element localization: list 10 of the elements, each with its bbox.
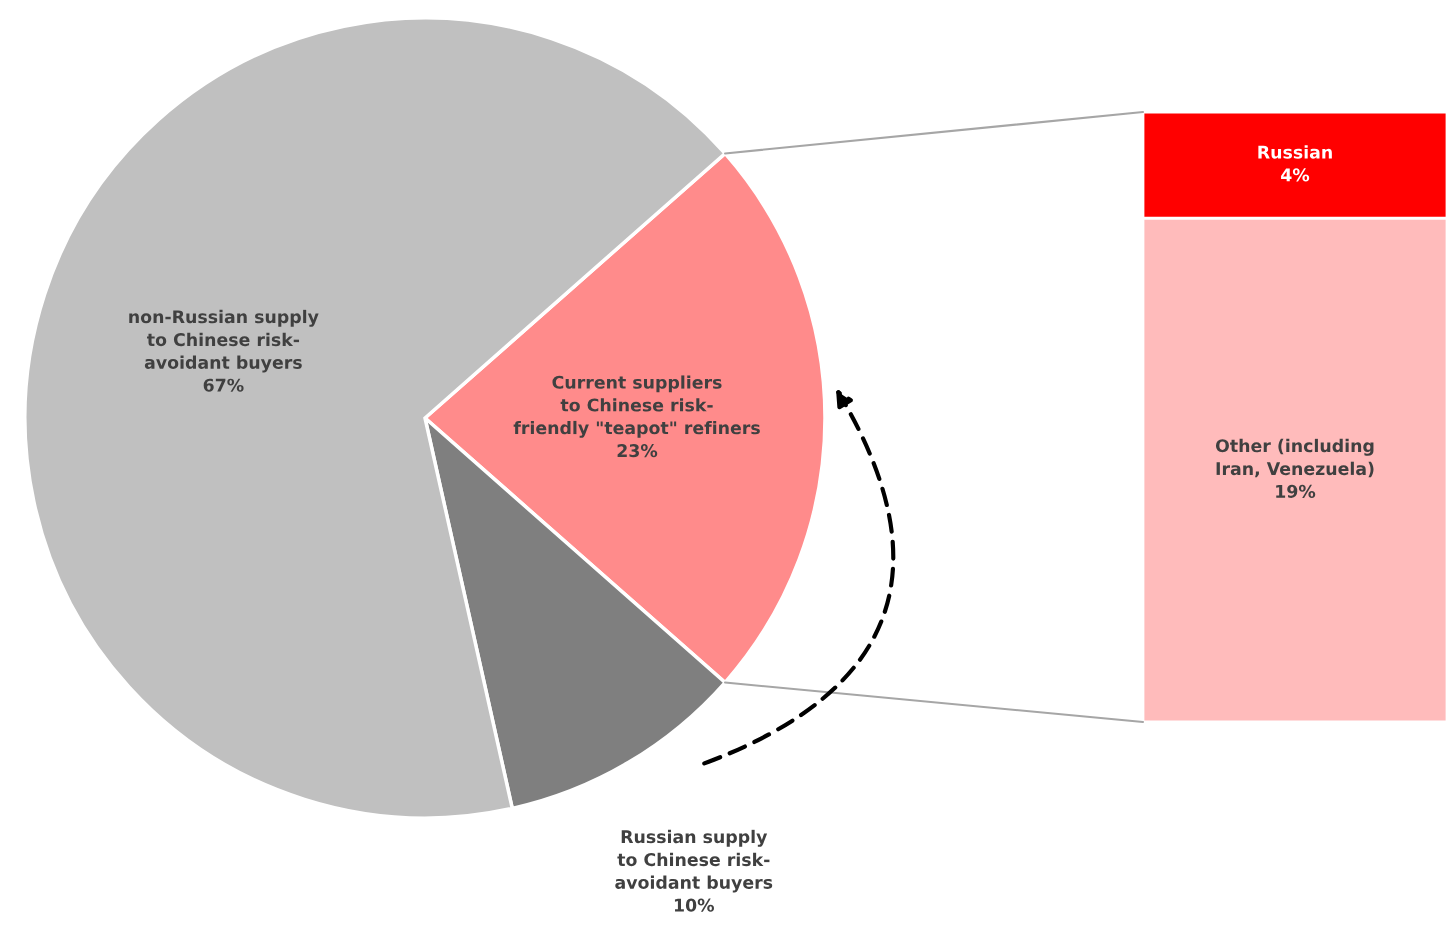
slice-label: non-Russian supply to Chinese risk- avoidant buyers <box>129 309 319 373</box>
data-label: 67% <box>203 378 244 392</box>
slice-label: Russian supply to Chinese risk- avoidant buyers <box>615 829 773 893</box>
data-label: 10% <box>674 898 714 912</box>
data-label: 4% <box>1281 168 1310 182</box>
data-label: 19% <box>1276 484 1316 498</box>
slice-label: Current suppliers to Chinese risk- friendly "teapot" refiners <box>513 375 760 438</box>
data-label: 23% <box>617 444 658 458</box>
series-label: Other (including Iran, Venezuela) <box>1215 438 1374 478</box>
series-label: Russian <box>1258 145 1332 159</box>
